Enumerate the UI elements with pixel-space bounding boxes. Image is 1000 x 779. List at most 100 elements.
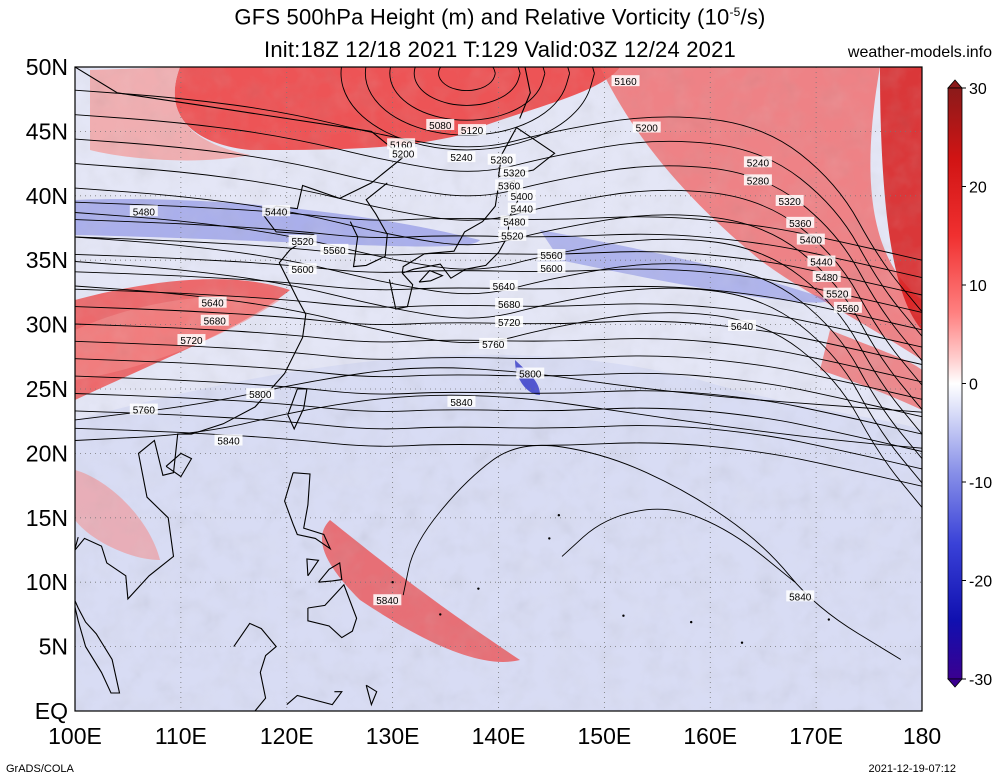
coastline	[318, 561, 343, 583]
latitude-label: 40N	[26, 183, 68, 209]
height-contour-line	[75, 89, 922, 312]
latitude-label: 35N	[26, 247, 68, 273]
longitude-label: 180	[903, 723, 941, 749]
contour-label-bg	[479, 337, 508, 349]
height-contour-line	[75, 288, 922, 348]
contour-label-bg	[796, 233, 825, 245]
contour-label: 5160	[390, 140, 413, 151]
contour-label: 5400	[511, 192, 534, 203]
footer-software: GrADS/COLA	[6, 763, 74, 775]
island-speck	[477, 587, 480, 590]
latitude-label: 15N	[26, 505, 68, 531]
contour-label-bg	[743, 174, 772, 186]
contour-label-bg	[320, 243, 349, 255]
height-contour-line	[561, 508, 796, 583]
colorbar-tick-label: -30	[969, 672, 992, 689]
colorbar: 30 20 10 0 -10 -20 -30	[947, 79, 992, 689]
contour-label-bg	[728, 319, 757, 331]
latitude-labels: 50N 45N 40N 35N 30N 25N 20N 15N 10N 5N EQ	[26, 54, 68, 724]
height-contour-line	[438, 67, 496, 92]
contour-label: 5360	[498, 181, 521, 192]
height-contour-line	[413, 67, 521, 106]
contour-label: 5840	[217, 437, 240, 448]
contour-label: 5520	[501, 232, 524, 243]
height-contour-line	[75, 271, 922, 331]
footer-timestamp: 2021-12-19-07:12	[868, 763, 956, 775]
contour-label-bg	[498, 229, 527, 241]
contour-label-bg	[823, 287, 852, 299]
height-contour-line	[75, 253, 922, 313]
island-speck	[557, 514, 561, 517]
chart-title-line1: GFS 500hPa Height (m) and Relative Vorti…	[0, 0, 1000, 29]
site-credit: weather-models.info	[847, 44, 992, 61]
height-contour-line	[75, 367, 922, 421]
contour-label-bg	[775, 194, 804, 206]
height-contour-line	[75, 394, 922, 449]
chart-title-line2: Init:18Z 12/18 2021 T:129 Valid:03Z 12/2…	[264, 37, 736, 62]
contour-label-bg	[246, 388, 275, 400]
contour-label: 5400	[800, 236, 823, 247]
title-line1-suffix: /s)	[740, 4, 766, 30]
contour-label: 5560	[837, 304, 860, 315]
title-exponent: -5	[729, 5, 741, 19]
contour-label-bg	[387, 138, 416, 150]
contour-label-bg	[458, 124, 487, 136]
contour-label-bg	[786, 590, 815, 602]
contour-label-bg	[177, 334, 206, 346]
contour-label-bg	[812, 270, 841, 282]
height-contour-line	[75, 358, 922, 418]
contour-label: 5480	[816, 273, 839, 284]
contour-label: 5440	[810, 257, 833, 268]
contour-label: 5800	[249, 390, 272, 401]
contour-label: 5160	[614, 77, 637, 88]
contour-label-bg	[447, 395, 476, 407]
height-contour-line	[75, 212, 922, 435]
contour-label-bg	[262, 205, 291, 217]
contour-label: 5240	[747, 158, 770, 169]
height-contours	[75, 67, 922, 660]
contour-label: 5800	[519, 370, 542, 381]
contour-label: 5840	[376, 596, 399, 607]
contour-label: 5440	[511, 205, 534, 216]
contour-label: 5600	[292, 265, 315, 276]
height-contour-line	[75, 375, 922, 435]
contour-label: 5640	[493, 282, 516, 293]
contour-label: 5760	[482, 340, 505, 351]
coastline	[306, 558, 320, 577]
longitude-label: 170E	[789, 723, 843, 749]
contour-label-bg	[198, 296, 227, 308]
contour-label: 5720	[498, 318, 521, 329]
island-speck	[622, 614, 625, 617]
contour-label: 5840	[450, 398, 473, 409]
contour-label-bg	[288, 263, 317, 275]
contour-label: 5120	[461, 126, 484, 137]
contour-label-bg	[426, 118, 455, 130]
contour-label: 5600	[540, 264, 563, 275]
contour-label: 5840	[789, 592, 812, 603]
contour-label: 5680	[204, 317, 227, 328]
contour-label-bg	[743, 156, 772, 168]
contour-label-bg	[129, 403, 158, 415]
latitude-label: 5N	[39, 634, 68, 660]
coastline	[165, 452, 193, 478]
latitude-label: 45N	[26, 118, 68, 144]
height-contour-line	[75, 393, 922, 452]
coastline	[75, 67, 405, 601]
contour-label-bg	[447, 151, 476, 163]
contour-label-bg	[495, 316, 524, 328]
contour-label: 5520	[826, 290, 849, 301]
contour-label-bg	[807, 255, 836, 267]
contour-label: 5520	[292, 237, 315, 248]
height-contour-line	[389, 67, 546, 121]
latitude-label: 25N	[26, 376, 68, 402]
coastline	[365, 684, 378, 707]
contour-label: 5640	[731, 322, 754, 333]
height-contour-line	[75, 427, 922, 487]
contour-label-bg	[489, 279, 518, 291]
longitude-label: 130E	[366, 723, 420, 749]
contour-label: 5200	[392, 149, 415, 160]
height-contour-line	[75, 306, 922, 365]
height-contour-line	[75, 114, 922, 337]
